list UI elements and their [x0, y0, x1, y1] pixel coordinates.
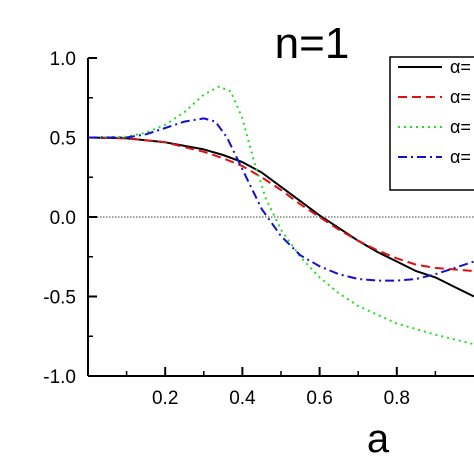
x-axis-label: a — [367, 417, 390, 461]
y-tick-label: 0.5 — [50, 129, 76, 150]
series-line-3 — [88, 85, 474, 346]
plot-area: -1.0 -0.5 0.0 0.5 1.0 0.2 0.4 0.6 0.8 — [43, 49, 474, 409]
chart-title: n=1 — [275, 19, 350, 68]
legend-box — [389, 56, 474, 191]
y-tick-label: 0.0 — [50, 208, 76, 229]
legend: α= α= α= α= — [389, 56, 474, 191]
series-line-4 — [88, 117, 474, 282]
legend-entry-2: α= — [450, 87, 471, 107]
x-tick-label: 0.4 — [229, 388, 256, 409]
y-tick-label: 1.0 — [50, 49, 76, 70]
legend-entry-1: α= — [450, 57, 471, 77]
legend-entry-3: α= — [450, 117, 471, 137]
x-tick-label: 0.6 — [306, 388, 332, 409]
series-line-2 — [88, 136, 474, 273]
legend-entry-4: α= — [450, 147, 471, 167]
y-tick-label: -1.0 — [43, 367, 76, 388]
y-tick-label: -0.5 — [43, 288, 76, 309]
series-line-1 — [88, 136, 474, 298]
x-tick-label: 0.8 — [384, 388, 410, 409]
x-tick-label: 0.2 — [152, 388, 178, 409]
